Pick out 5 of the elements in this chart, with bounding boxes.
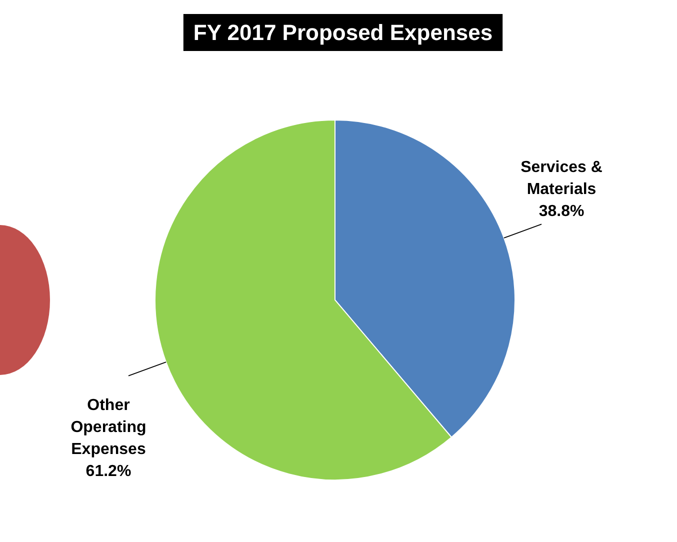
slice-label: Services & Materials (520, 159, 603, 198)
data-label: 61.2% (86, 462, 132, 480)
data-label: 38.8% (538, 203, 584, 220)
slice-label: Other Operating Expenses (70, 396, 146, 458)
chart-title: FY 2017 Proposed Expenses (193, 20, 493, 45)
